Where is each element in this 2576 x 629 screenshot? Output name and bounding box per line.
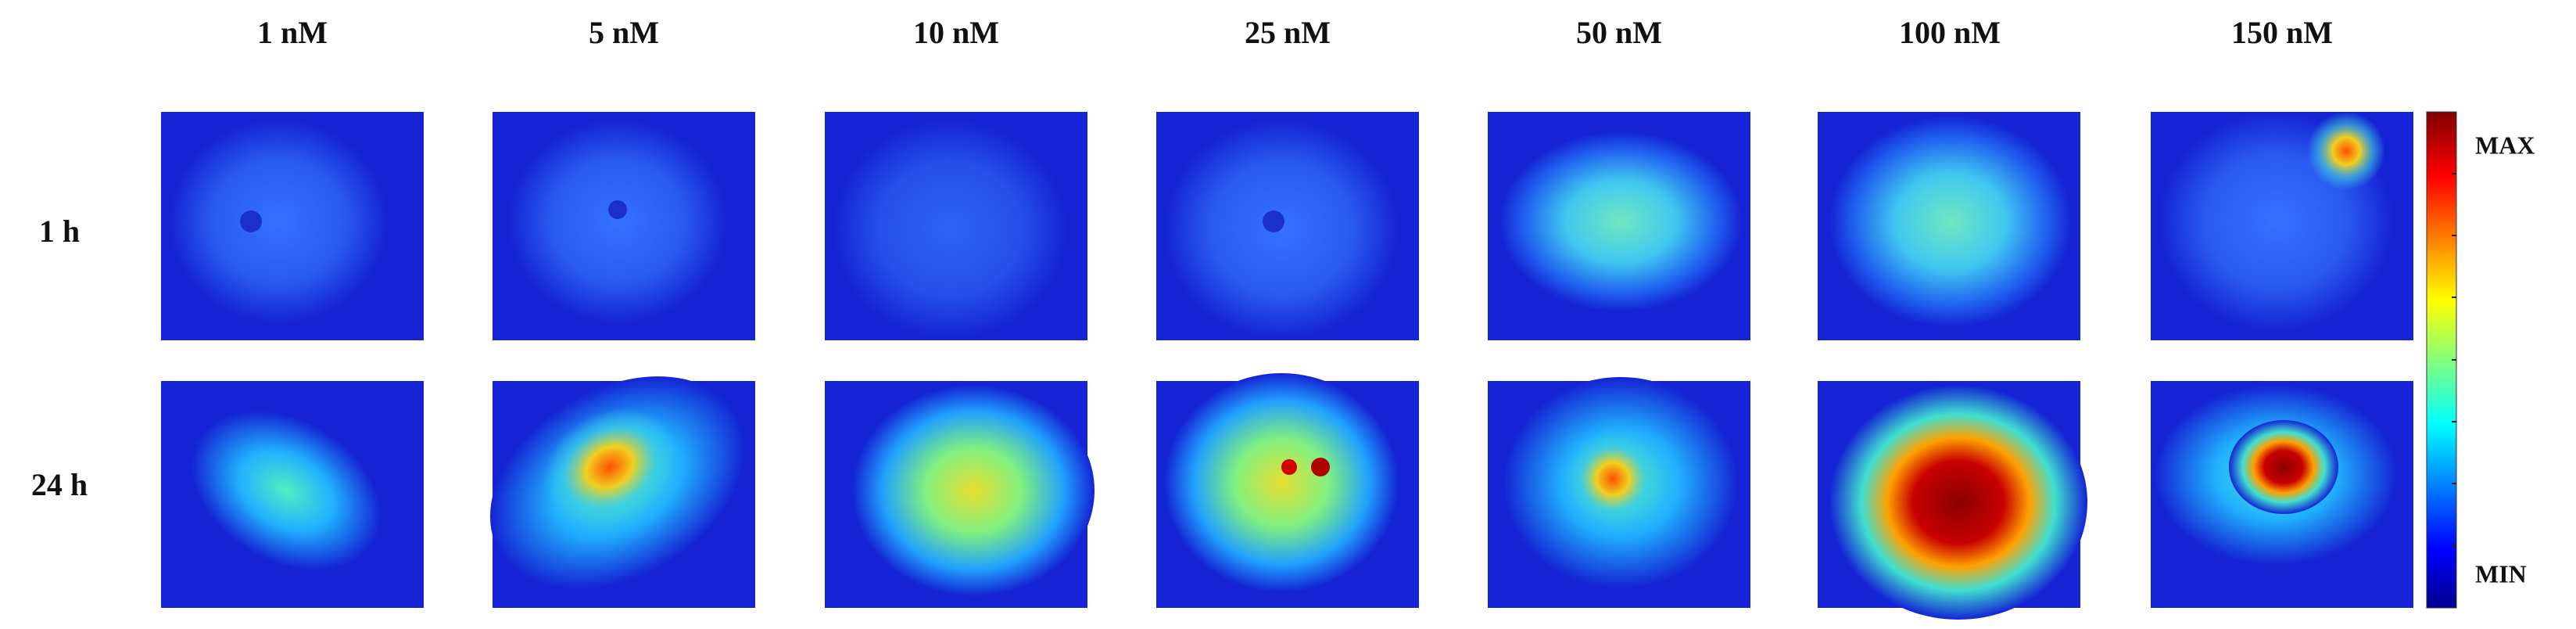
column-label: 150 nM bbox=[2231, 15, 2333, 50]
colorbar-min-label: MIN bbox=[2475, 559, 2527, 588]
heatmap-panel bbox=[1488, 377, 1750, 608]
row-label: 1 h bbox=[39, 214, 80, 249]
column-label: 50 nM bbox=[1576, 15, 1662, 50]
column-label: 5 nM bbox=[589, 15, 659, 50]
heatmap-panel bbox=[1818, 112, 2080, 340]
column-label: 25 nM bbox=[1245, 15, 1331, 50]
heatmap-panel bbox=[2151, 112, 2413, 340]
column-label: 1 nM bbox=[257, 15, 328, 50]
colorbar-max-label: MAX bbox=[2475, 131, 2535, 159]
heatmap-panel bbox=[1818, 381, 2087, 620]
column-label: 10 nM bbox=[913, 15, 999, 50]
row-label: 24 h bbox=[31, 467, 88, 502]
heatmap-panel bbox=[1156, 373, 1419, 608]
heatmap-panel bbox=[825, 381, 1095, 608]
heatmap-panel bbox=[161, 381, 424, 608]
column-label: 100 nM bbox=[1899, 15, 2001, 50]
colorbar-ticks bbox=[2452, 173, 2456, 546]
heatmap-panel bbox=[2151, 381, 2413, 608]
heatmap-panel bbox=[825, 112, 1087, 340]
heatmap-panel bbox=[161, 112, 424, 340]
heatmap-panel bbox=[1488, 112, 1750, 340]
heatmap-panel bbox=[490, 376, 755, 608]
heatmap-panel bbox=[1156, 112, 1419, 340]
heatmap-panel bbox=[493, 112, 755, 340]
colorbar bbox=[2426, 111, 2457, 609]
